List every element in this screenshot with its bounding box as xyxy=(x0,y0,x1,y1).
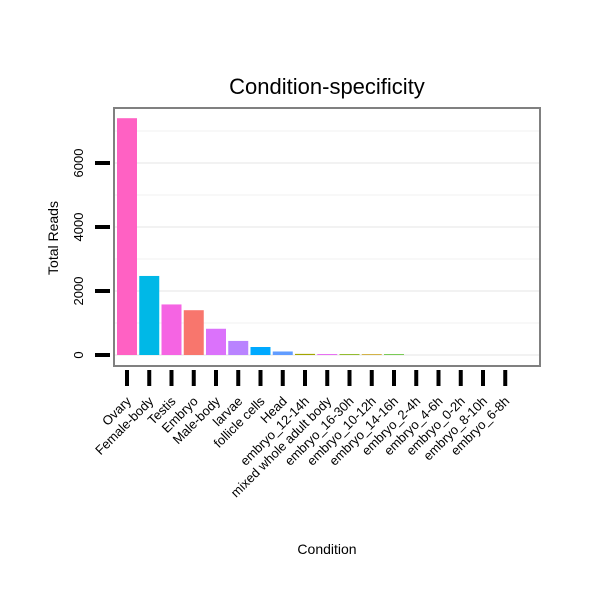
y-tick-label: 6000 xyxy=(71,149,86,178)
bar-10 xyxy=(339,354,360,355)
y-axis-label: Total Reads xyxy=(45,201,61,275)
y-tick-label: 0 xyxy=(71,351,86,358)
x-axis-label: Condition xyxy=(297,541,356,557)
bar-5 xyxy=(228,340,249,355)
chart-title: Condition-specificity xyxy=(229,74,425,99)
bar-9 xyxy=(317,354,338,355)
y-tick-label: 4000 xyxy=(71,213,86,242)
y-tick-label: 2000 xyxy=(71,277,86,306)
bar-1 xyxy=(139,275,160,355)
bar-6 xyxy=(250,347,271,355)
bar-3 xyxy=(183,310,204,355)
bar-0 xyxy=(117,118,137,355)
bar-12 xyxy=(384,354,404,355)
bars xyxy=(117,118,404,355)
y-axis: 0 2000 4000 6000 xyxy=(71,149,110,359)
bar-4 xyxy=(206,328,226,355)
bar-7 xyxy=(272,351,293,355)
panel-border xyxy=(113,107,541,367)
bar-2 xyxy=(161,304,182,355)
bar-8 xyxy=(295,353,315,355)
bar-11 xyxy=(361,354,382,355)
x-axis: OvaryFemale-bodyTestisEmbryoMale-bodylar… xyxy=(92,370,512,500)
